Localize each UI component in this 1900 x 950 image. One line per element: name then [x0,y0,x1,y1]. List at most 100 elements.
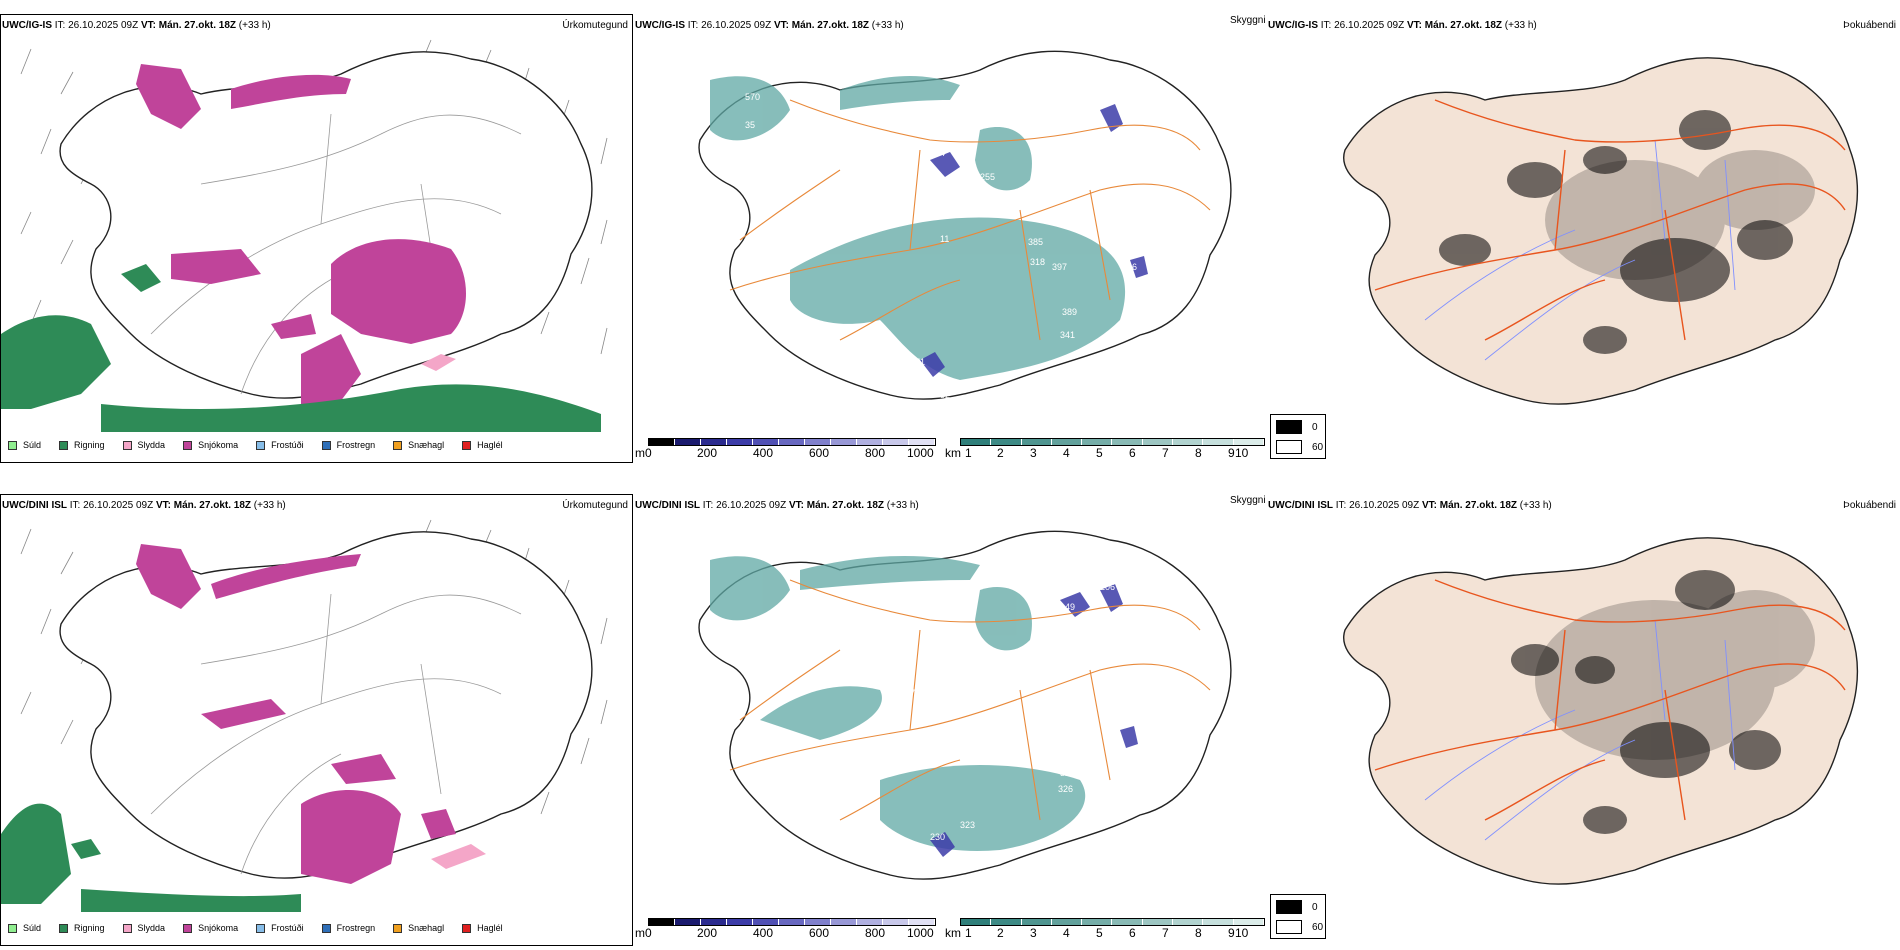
legend-item: Súld [8,923,41,933]
legend-item: Snjókoma [183,440,238,450]
iceland-outline [1343,57,1859,405]
svg-text:318: 318 [1030,257,1045,267]
ceiling-unit: m [635,446,645,460]
model-name: UWC/IG-IS [2,20,52,31]
precip-panel-title: Úrkomutegund [562,500,628,511]
fog-legend: 0 60 [1270,894,1326,939]
legend-item: Haglél [462,440,503,450]
visibility-panel-title: Skyggni [1230,495,1266,506]
precip-panel-header: UWC/IG-IS IT: 26.10.2025 09Z VT: Mán. 27… [2,20,271,32]
svg-text:32: 32 [940,390,950,400]
svg-text:397: 397 [1052,262,1067,272]
svg-text:230: 230 [930,832,945,842]
row-2: UWC/DINI ISL IT: 26.10.2025 09Z VT: Mán.… [0,480,1900,950]
ceiling-colorbar [648,438,936,446]
legend-item: Rigning [59,440,105,450]
visibility-ticks: 1 2 3 4 5 6 7 8 9 10 [965,446,1249,460]
fog-map [1343,537,1859,885]
svg-text:371: 371 [910,357,925,367]
legend-item: Snæhagl [393,923,444,933]
visibility-unit: km [945,446,961,460]
road-network [729,99,1211,341]
visibility-colorbar [960,438,1265,446]
svg-text:54: 54 [935,148,945,158]
precip-map [1,519,608,912]
visibility-panel-header: UWC/IG-IS IT: 26.10.2025 09Z VT: Mán. 27… [635,20,904,31]
legend-item: Snjókoma [183,923,238,933]
legend-item: Haglél [462,923,503,933]
iceland-outline [1343,537,1859,885]
ceiling-unit: m [635,926,645,940]
legend-item: Súld [8,440,41,450]
fog-shading [1511,570,1781,834]
legend-item: Frostúði [256,923,304,933]
svg-text:94: 94 [1070,747,1080,757]
svg-text:385: 385 [1028,237,1043,247]
ceiling-ticks: 0 200 400 600 800 1000 [645,446,934,460]
ceiling-ticks: 0 200 400 600 800 1000 [645,926,934,940]
svg-text:169: 169 [1040,212,1055,222]
roads [150,593,522,875]
low-visibility-areas [710,555,1086,851]
legend-item: Frostregn [321,923,375,933]
low-ceiling-areas [920,104,1148,377]
svg-text:341: 341 [1060,330,1075,340]
fog-light-shading [1545,150,1815,280]
precip-panel-header: UWC/DINI ISL IT: 26.10.2025 09Z VT: Mán.… [2,500,286,511]
svg-text:389: 389 [1062,307,1077,317]
vt-label: VT: [140,20,156,31]
precip-legend: Súld Rigning Slydda Snjókoma Frostúði Fr… [8,440,521,450]
svg-text:327: 327 [1060,768,1075,778]
svg-text:326: 326 [1058,784,1073,794]
svg-text:149: 149 [1060,602,1075,612]
precip-legend: Súld Rigning Slydda Snjókoma Frostúði Fr… [8,923,521,933]
low-ceiling-areas [930,584,1138,857]
svg-text:35: 35 [745,120,755,130]
roads [1374,99,1846,341]
svg-text:136: 136 [1122,262,1137,272]
visibility-map: 570 35 54 255 169 11 385 318 397 136 389… [698,50,1232,400]
visibility-unit: km [945,926,961,940]
legend-item: Rigning [59,923,105,933]
vt-value: Mán. 27.okt. 18Z [158,20,236,31]
visibility-colorbar [960,918,1265,926]
rain-areas [1,264,601,432]
fog-panel-title: Þokuábendi [1843,500,1896,511]
legend-item: Snæhagl [393,440,444,450]
visibility-map: 206 149 408 217 94 327 326 323 230 335 [698,530,1232,880]
rivers [1424,139,1736,361]
roads [1374,579,1846,821]
svg-text:255: 255 [980,172,995,182]
visibility-labels: 206 149 408 217 94 327 326 323 230 335 [900,582,1125,868]
lead-time: (+33 h) [238,20,271,31]
svg-text:570: 570 [745,92,760,102]
legend-item: Slydda [122,440,165,450]
svg-text:206: 206 [1100,582,1115,592]
svg-text:11: 11 [940,234,949,244]
svg-text:323: 323 [960,820,975,830]
iceland-outline [698,530,1232,880]
snow-areas [136,544,456,884]
svg-text:335: 335 [932,858,947,868]
fog-panel-header: UWC/IG-IS IT: 26.10.2025 09Z VT: Mán. 27… [1268,20,1537,31]
svg-text:408: 408 [1110,642,1125,652]
precip-panel-title: Úrkomutegund [562,20,628,31]
fog-panel-header: UWC/DINI ISL IT: 26.10.2025 09Z VT: Mán.… [1268,500,1552,511]
visibility-ticks: 1 2 3 4 5 6 7 8 9 10 [965,926,1249,940]
visibility-panel-title: Skyggni [1230,15,1266,26]
it-value: 26.10.2025 09Z [68,20,139,31]
snow-areas [136,64,466,414]
row-1: UWC/IG-IS IT: 26.10.2025 09Z VT: Mán. 27… [0,0,1900,470]
fog-shading [1439,110,1793,354]
precip-map [1,39,608,432]
it-label: IT: [54,20,66,31]
roads [150,113,522,395]
svg-text:217: 217 [900,688,915,698]
fog-map [1343,57,1859,405]
legend-item: Frostúði [256,440,304,450]
fog-legend: 0 60 [1270,414,1326,459]
rivers [1424,619,1736,841]
fog-light-shading [1535,590,1815,760]
legend-item: Frostregn [321,440,375,450]
visibility-panel-header: UWC/DINI ISL IT: 26.10.2025 09Z VT: Mán.… [635,500,919,511]
